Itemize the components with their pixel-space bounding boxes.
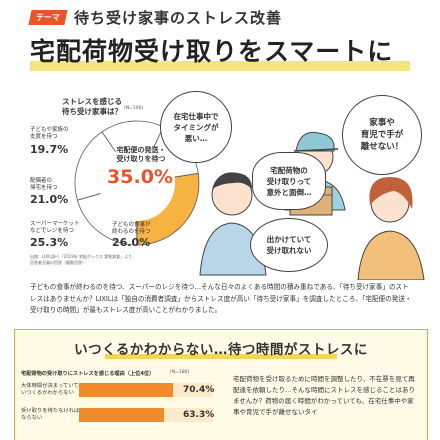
bar-chart-title: 宅配荷物の受け取りにストレスを感じる理由（上位4位） bbox=[21, 371, 155, 377]
donut-chart bbox=[74, 120, 200, 246]
bar-chart-sample-size: (N=180) bbox=[170, 370, 190, 375]
center-label: 宅配便の発送・ 受け取りを待つ bbox=[116, 146, 166, 163]
segment-label-3: スーパーマーケット などでレジを待つ bbox=[30, 221, 80, 234]
speech-bubble-away: 出かけていて 受け取れない bbox=[250, 218, 328, 272]
donut-hole bbox=[99, 145, 175, 221]
bar-fill-1 bbox=[79, 383, 174, 397]
center-value: 35.0% bbox=[107, 166, 173, 188]
bar-value-1: 70.4% bbox=[183, 385, 215, 395]
page-title: 宅配荷物受け取りをスマートに bbox=[30, 37, 394, 66]
bar-label-2: 受け取りを待たなければ ならない bbox=[21, 408, 80, 421]
box-title-highlight bbox=[105, 354, 337, 359]
chart-sample-size: (N=100) bbox=[124, 106, 144, 111]
bar-label-1: 大体時間が決まっていても いつくるかわからない bbox=[21, 383, 84, 396]
theme-tag: テーマ bbox=[28, 10, 68, 25]
theme-title: 待ち受け家事のストレス改善 bbox=[74, 9, 283, 27]
segment-label-4: 子どもの食事が 終わるのを待つ bbox=[112, 222, 151, 235]
segment-value-4: 26.0% bbox=[112, 236, 151, 249]
segment-value-1: 19.7% bbox=[30, 143, 69, 156]
theme-row: テーマ 待ち受け家事のストレス改善 bbox=[28, 7, 283, 28]
segment-label-2: 配偶者の 帰宅を待つ bbox=[30, 178, 58, 191]
segment-value-2: 21.0% bbox=[30, 193, 69, 206]
bar-fill-2 bbox=[79, 408, 164, 422]
bar-value-2: 63.3% bbox=[183, 410, 215, 420]
speech-bubble-hands-full: 家事や 育児で手が 離せない！ bbox=[342, 95, 422, 175]
chart-source: 出典：LIXIL調べ「2019年 宅配ボックス 実態調査」より 回答者全員の回答… bbox=[30, 254, 133, 265]
speech-bubble-remote-work: 在宅仕事中で タイミングが 悪い… bbox=[160, 91, 232, 163]
bar-track-2 bbox=[79, 408, 213, 422]
stress-reasons-box: いつくるかわからない…待つ時間がストレスに 宅配荷物の受け取りにストレスを感じる… bbox=[14, 329, 428, 440]
segment-value-3: 25.3% bbox=[30, 236, 69, 249]
segment-label-1: 子どもや家族の 支度を待つ bbox=[30, 127, 69, 140]
woman-figure bbox=[357, 177, 425, 280]
man-figure bbox=[199, 172, 267, 276]
speech-bubble-bothersome: 宅配荷物の 受け取りって 意外と面倒… bbox=[252, 152, 326, 210]
intro-paragraph: 子どもの食事が終わるのを待つ、スーパーのレジを待つ…そんな日々のよくある時間の積… bbox=[30, 283, 412, 314]
bar-track-1 bbox=[79, 383, 213, 397]
box-title: いつくるかわからない…待つ時間がストレスに bbox=[74, 342, 368, 358]
chart-title: ストレスを感じる 待ち受け家事は？ bbox=[62, 97, 122, 116]
box-paragraph: 宅配荷物を受け取るために時間を調整したり、不在票を見て再配達を依頼したり…そんな… bbox=[233, 375, 415, 416]
